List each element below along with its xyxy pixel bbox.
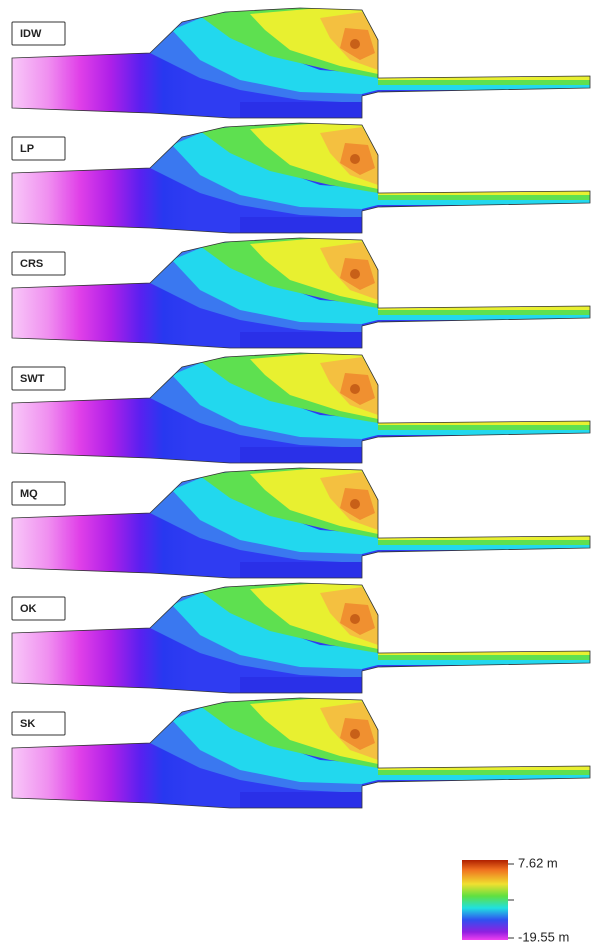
colorbar: [462, 860, 508, 940]
map-panel: SWT: [0, 348, 600, 468]
map-surface: [0, 3, 600, 123]
panels: IDW LP CRS SWT MQ OK SK: [0, 3, 600, 813]
map-panel: OK: [0, 578, 600, 698]
map-panel: LP: [0, 118, 600, 238]
legend: 7.62 m -19.55 m: [462, 855, 569, 944]
panel-label: SWT: [20, 373, 45, 385]
panel-label: IDW: [20, 28, 42, 40]
legend-min-label: -19.55 m: [518, 929, 569, 944]
map-surface: [0, 118, 600, 238]
legend-max-label: 7.62 m: [518, 855, 558, 870]
panel-label: SK: [20, 718, 35, 730]
panel-label: OK: [20, 603, 37, 615]
map-surface: [0, 578, 600, 698]
body: IDWLPCRSSWTMQOKSK 7.62 m -19.55 m (() =>…: [0, 0, 603, 949]
panel-label: LP: [20, 143, 34, 155]
page: {"panels": [{"label": "IDW"}, {"label": …: [0, 0, 603, 949]
map-panel: SK: [0, 693, 600, 813]
map-surface: [0, 233, 600, 353]
map-surface: [0, 463, 600, 583]
map-panel: CRS: [0, 233, 600, 353]
map-panel: MQ: [0, 463, 600, 583]
map-surface: [0, 348, 600, 468]
map-panel: IDW: [0, 3, 600, 123]
panel-label: CRS: [20, 258, 43, 270]
figure: IDW LP CRS SWT MQ OK SK 7.62 m -19.55 m: [0, 0, 603, 949]
map-surface: [0, 693, 600, 813]
panel-label: MQ: [20, 488, 38, 500]
